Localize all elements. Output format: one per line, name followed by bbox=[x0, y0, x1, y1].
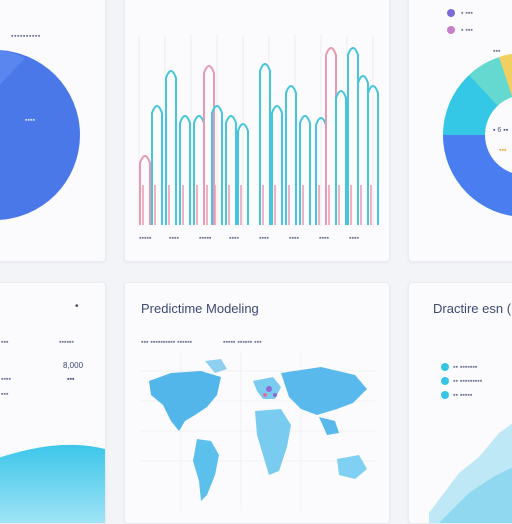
stat-row-1-left: ▪▪▪ bbox=[1, 339, 9, 346]
panel-marker: • bbox=[75, 301, 79, 312]
x-tick-label: ▪▪▪▪ bbox=[319, 235, 329, 242]
stat-row-3-left: ▪▪▪▪ bbox=[1, 376, 11, 383]
x-tick-label: ▪▪▪▪▪ bbox=[199, 235, 212, 242]
x-tick-label: ▪▪▪▪ bbox=[349, 235, 359, 242]
panel-line-chart: ▪▪▪▪▪ ▪▪▪▪ ▪▪▪▪▪ ▪▪▪▪ ▪▪▪▪ ▪▪▪▪ ▪▪▪▪ ▪▪▪▪ bbox=[124, 0, 390, 262]
panel-title-right: Dractire esn ( bbox=[433, 301, 512, 316]
stat-row-1-right: ▪▪▪▪▪▪ bbox=[59, 339, 74, 346]
pie-value-label: ▪▪▪▪ bbox=[25, 117, 35, 124]
x-tick-label: ▪▪▪▪ bbox=[259, 235, 269, 242]
panel-map: Predictime Modeling ▪▪▪ ▪▪▪▪▪▪▪▪▪▪ ▪▪▪▪▪… bbox=[124, 282, 390, 524]
panel-pie-left: ▪▪▪▪▪▪▪▪▪▪ ▪▪▪▪ bbox=[0, 0, 106, 262]
legend-label-1: ▪ ▪▪▪ bbox=[461, 10, 473, 17]
map-highlights bbox=[263, 386, 277, 397]
continent-south-america bbox=[193, 439, 219, 501]
spike-line bbox=[347, 47, 359, 225]
map-subtitle-left: ▪▪▪ ▪▪▪▪▪▪▪▪▪▪ ▪▪▪▪▪▪ bbox=[141, 339, 193, 346]
area-chart-right bbox=[429, 423, 512, 523]
continent-europe-africa bbox=[253, 377, 291, 475]
spike-line bbox=[139, 155, 151, 225]
stat-row-2-right: 8,000 bbox=[63, 361, 84, 370]
legend-label-r3: ▪▪ ▪▪▪▪▪ bbox=[453, 392, 473, 399]
donut-label-1: ▪ 6 ▪▪ bbox=[493, 127, 509, 134]
spike-line bbox=[325, 47, 337, 225]
legend-label-r2: ▪▪ ▪▪▪▪▪▪▪▪▪ bbox=[453, 378, 483, 385]
legend-dot-r3 bbox=[441, 391, 449, 399]
x-axis-ticks: ▪▪▪▪▪ ▪▪▪▪ ▪▪▪▪▪ ▪▪▪▪ ▪▪▪▪ ▪▪▪▪ ▪▪▪▪ ▪▪▪▪ bbox=[139, 235, 379, 245]
x-tick-label: ▪▪▪▪ bbox=[169, 235, 179, 242]
x-tick-label: ▪▪▪▪▪ bbox=[139, 235, 152, 242]
spike-line bbox=[271, 105, 283, 225]
legend-dot-2 bbox=[447, 26, 455, 34]
continent-australia bbox=[337, 455, 367, 479]
world-map bbox=[141, 351, 377, 511]
spike-line bbox=[193, 115, 205, 225]
stat-row-4-left: ▪▪▪ bbox=[1, 391, 9, 398]
line-chart bbox=[138, 35, 379, 227]
area-chart-left bbox=[0, 444, 105, 523]
map-subtitle-right: ▪▪▪▪▪ ▪▪▪▪▪▪ ▪▪▪ bbox=[223, 339, 262, 346]
pie-header-label: ▪▪▪▪▪▪▪▪▪▪ bbox=[11, 33, 41, 40]
donut-label-2: ▪▪▪ bbox=[499, 147, 507, 154]
legend-label-2: ▪ ▪▪▪ bbox=[461, 27, 473, 34]
legend-dot-r2 bbox=[441, 377, 449, 385]
spike-line bbox=[151, 105, 163, 225]
continent-asia bbox=[281, 367, 367, 435]
spike-line bbox=[179, 115, 191, 225]
pie-slice-main bbox=[0, 50, 80, 220]
panel-right-bottom: Dractire esn ( ▪▪ ▪▪▪▪▪▪▪ ▪▪ ▪▪▪▪▪▪▪▪▪ ▪… bbox=[408, 282, 512, 524]
spike-line bbox=[285, 85, 297, 225]
pie-slice-top bbox=[0, 50, 25, 85]
legend-dot-1 bbox=[447, 9, 455, 17]
stat-row-3-right: ▪▪▪ bbox=[67, 376, 75, 383]
donut-chart bbox=[443, 53, 512, 216]
x-tick-label: ▪▪▪▪ bbox=[289, 235, 299, 242]
spike-line bbox=[203, 65, 215, 225]
spike-line bbox=[299, 115, 311, 225]
panel-title-map: Predictime Modeling bbox=[141, 301, 259, 316]
panel-stats-left: • ▪▪▪ ▪▪▪▪▪▪ 8,000 ▪▪▪▪ ▪▪▪ ▪▪▪ bbox=[0, 282, 106, 524]
spike-line bbox=[225, 115, 237, 225]
spike-line bbox=[237, 123, 249, 225]
corner-value: ▪▪▪ bbox=[493, 48, 501, 55]
continent-north-america bbox=[149, 359, 227, 431]
pie-chart-left bbox=[0, 50, 80, 220]
spike-line bbox=[211, 105, 223, 225]
spike-line bbox=[357, 75, 369, 225]
spike-line bbox=[259, 63, 271, 225]
x-tick-label: ▪▪▪▪ bbox=[229, 235, 239, 242]
legend-dot-r1 bbox=[441, 363, 449, 371]
panel-donut: ▪ ▪▪▪ ▪ ▪▪▪ ▪▪▪ ▪ 6 ▪▪ ▪▪▪ bbox=[408, 0, 512, 262]
legend-label-r1: ▪▪ ▪▪▪▪▪▪▪ bbox=[453, 364, 478, 371]
spike-line bbox=[367, 85, 379, 225]
spike-line bbox=[165, 70, 177, 225]
spike-line bbox=[335, 90, 347, 225]
